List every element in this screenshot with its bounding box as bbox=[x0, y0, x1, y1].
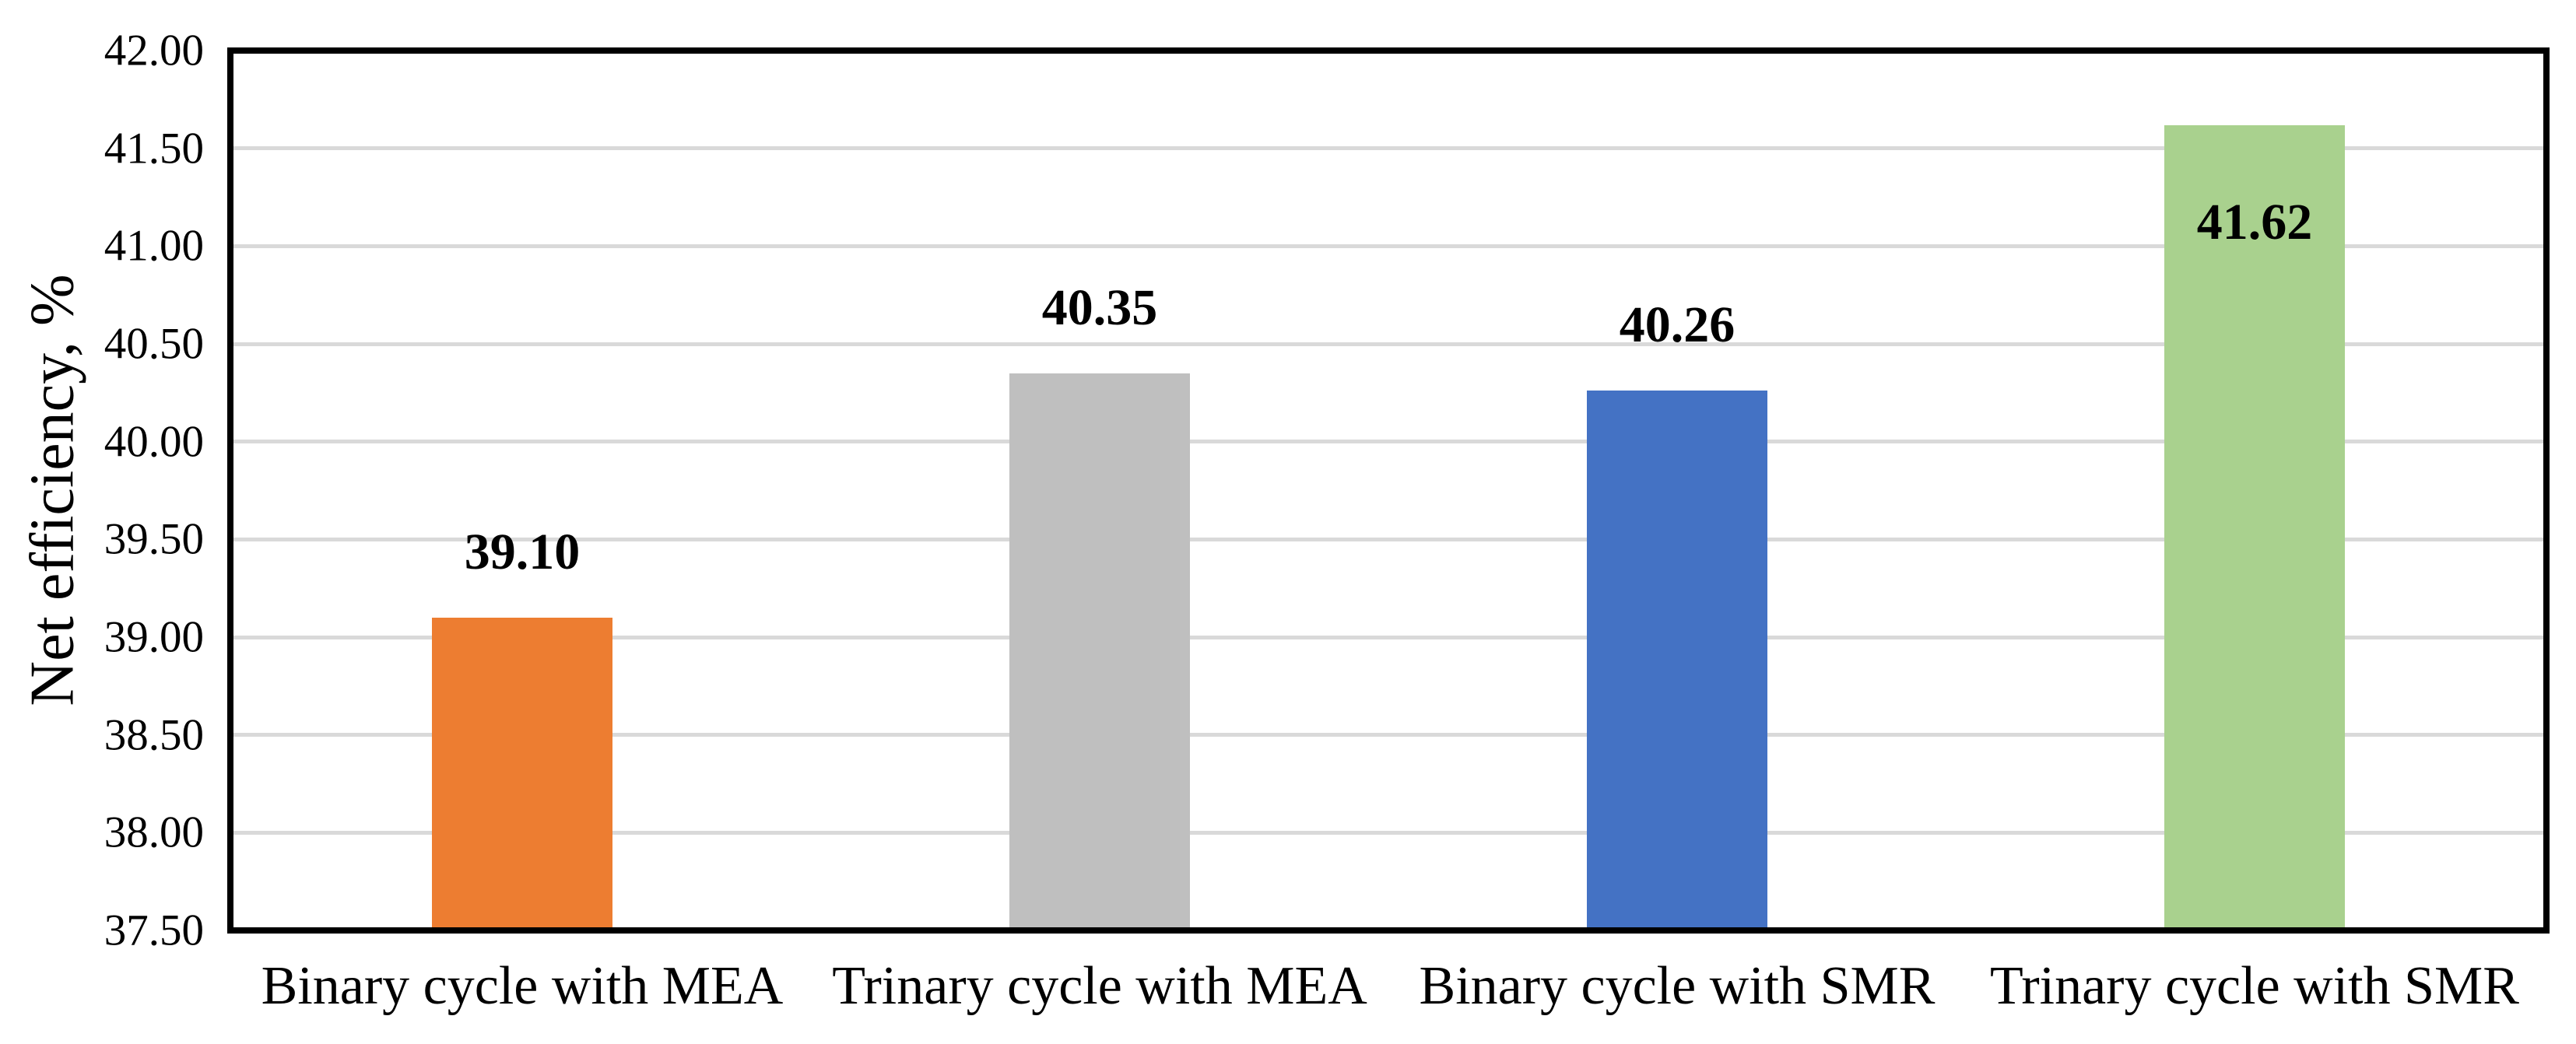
gridline bbox=[233, 342, 2543, 346]
gridline bbox=[233, 146, 2543, 151]
bar bbox=[432, 617, 612, 927]
gridline bbox=[233, 733, 2543, 737]
y-tick-label: 38.00 bbox=[104, 808, 204, 857]
y-tick-label: 39.00 bbox=[104, 612, 204, 662]
plot-area: 39.10 40.35 40.26 41.62 bbox=[227, 47, 2550, 934]
gridline bbox=[233, 440, 2543, 444]
y-tick-label: 37.50 bbox=[104, 906, 204, 955]
category-label: Trinary cycle with MEA bbox=[832, 956, 1367, 1016]
category-label: Binary cycle with MEA bbox=[261, 956, 784, 1016]
category-label: Binary cycle with SMR bbox=[1419, 956, 1936, 1016]
y-tick-label: 40.50 bbox=[104, 319, 204, 369]
gridline bbox=[233, 830, 2543, 835]
y-tick-label: 41.00 bbox=[104, 221, 204, 271]
bar-slot: 41.62 bbox=[1966, 54, 2543, 927]
gridline bbox=[233, 635, 2543, 639]
bar-value-label: 40.35 bbox=[1041, 279, 1158, 336]
bar bbox=[1009, 373, 1190, 927]
bar-value-label: 39.10 bbox=[464, 523, 581, 580]
y-tick-label: 39.50 bbox=[104, 514, 204, 564]
bar-slot: 40.35 bbox=[811, 54, 1388, 927]
bar-value-label: 41.62 bbox=[2196, 194, 2313, 251]
y-tick-label: 42.00 bbox=[104, 26, 204, 75]
y-tick-label: 40.00 bbox=[104, 417, 204, 467]
bar-slot: 40.26 bbox=[1388, 54, 1966, 927]
y-axis-title: Net efficiency, % bbox=[18, 274, 87, 706]
y-tick-label: 38.50 bbox=[104, 710, 204, 760]
gridline bbox=[233, 243, 2543, 248]
category-label: Trinary cycle with SMR bbox=[1990, 956, 2519, 1016]
bar-value-label: 40.26 bbox=[1619, 296, 1735, 354]
bar bbox=[1587, 391, 1767, 927]
bar bbox=[2164, 124, 2345, 927]
y-tick-label: 41.50 bbox=[104, 124, 204, 173]
gridline bbox=[233, 537, 2543, 541]
bar-slot: 39.10 bbox=[233, 54, 811, 927]
